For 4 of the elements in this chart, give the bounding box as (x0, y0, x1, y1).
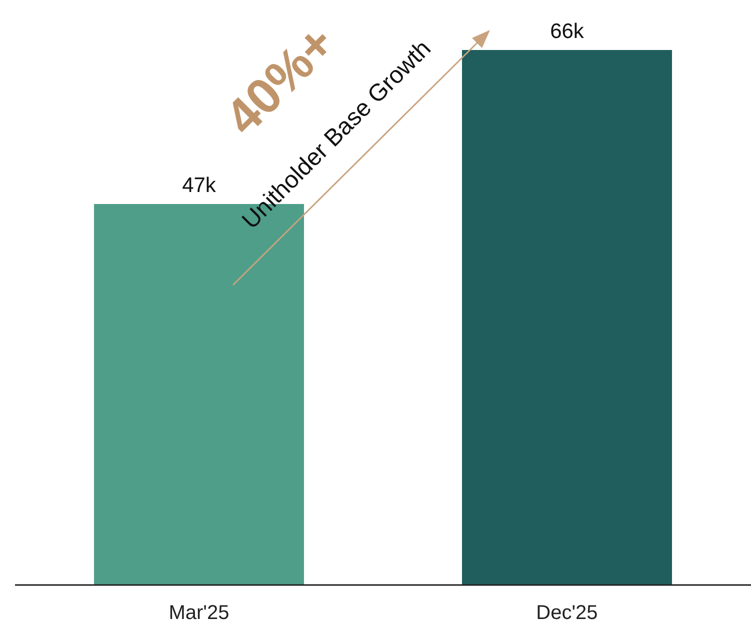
x-tick-label: Mar'25 (168, 602, 230, 624)
x-tick-label: Dec'25 (536, 602, 598, 624)
data-label: 66k (550, 20, 584, 43)
data-label: 47k (182, 174, 216, 198)
